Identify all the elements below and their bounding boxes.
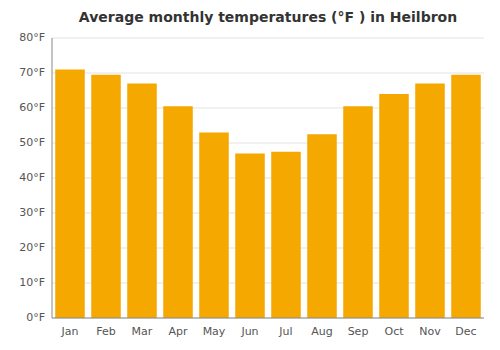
chart-container: 0°F 10°F 20°F 30°F 40°F 50°F 60°F 70°F 80°F Jan Fe…: [0, 0, 500, 350]
y-tick-label: 40°F: [19, 171, 45, 184]
x-tick-label: Aug: [311, 325, 332, 338]
x-tick-label: Dec: [455, 325, 476, 338]
x-tick-label: Jun: [240, 325, 258, 338]
x-tick-label: Sep: [348, 325, 369, 338]
bar: [127, 84, 157, 319]
axes: [52, 38, 484, 318]
y-tick-label: 50°F: [19, 136, 45, 149]
bar: [271, 152, 301, 318]
y-tick-label: 20°F: [19, 241, 45, 254]
bar: [379, 94, 409, 318]
grid-line: [52, 73, 484, 74]
x-tick-label: Nov: [419, 325, 441, 338]
bar: [91, 75, 121, 318]
chart-svg: 0°F 10°F 20°F 30°F 40°F 50°F 60°F 70°F 80°F Jan Fe…: [0, 0, 500, 350]
x-ticks: Jan Feb Mar Apr May Jun Jul Aug Sep Oct Nov Dec: [61, 325, 477, 338]
y-axis-line: [52, 38, 53, 318]
grid-line: [52, 318, 484, 319]
x-tick-label: Feb: [96, 325, 115, 338]
bar: [199, 133, 229, 319]
y-tick-label: 30°F: [19, 206, 45, 219]
y-tick-label: 60°F: [19, 101, 45, 114]
bar: [163, 106, 193, 318]
y-tick-label: 70°F: [19, 66, 45, 79]
bar: [415, 84, 445, 319]
x-tick-label: May: [203, 325, 226, 338]
bar: [343, 106, 373, 318]
grid-line: [52, 38, 484, 39]
bars: [55, 70, 481, 319]
chart-title: Average monthly temperatures (°F ) in He…: [79, 9, 457, 25]
x-tick-label: Oct: [384, 325, 404, 338]
y-tick-label: 80°F: [19, 31, 45, 44]
grid: [52, 38, 484, 318]
x-tick-label: Apr: [168, 325, 188, 338]
x-axis-line: [52, 318, 484, 319]
bar: [235, 154, 265, 319]
x-tick-label: Jul: [278, 325, 292, 338]
bar: [307, 134, 337, 318]
y-tick-label: 0°F: [26, 311, 45, 324]
y-ticks: 0°F 10°F 20°F 30°F 40°F 50°F 60°F 70°F 80°F: [19, 31, 45, 324]
y-tick-label: 10°F: [19, 276, 45, 289]
x-tick-label: Mar: [132, 325, 153, 338]
bar: [451, 75, 481, 318]
x-tick-label: Jan: [61, 325, 79, 338]
bar: [55, 70, 85, 319]
